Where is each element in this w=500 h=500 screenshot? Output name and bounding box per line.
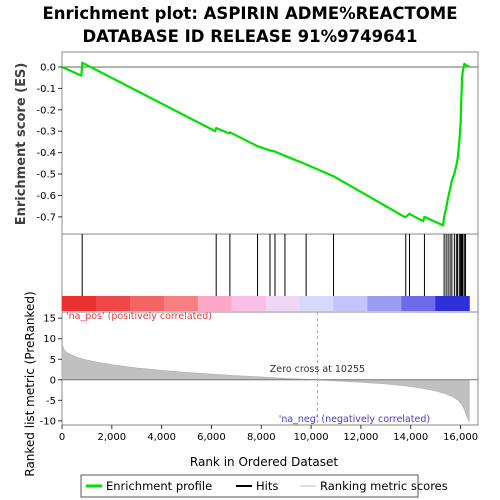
ranking-color-segment xyxy=(164,296,198,311)
ranking-color-segment xyxy=(300,296,334,311)
es-y-tick-label: -0.4 xyxy=(36,148,56,159)
es-y-tick-label: -0.7 xyxy=(36,212,56,223)
legend-label: Ranking metric scores xyxy=(320,479,448,493)
x-tick-label: 8,000 xyxy=(247,432,276,443)
es-panel: 0.0 -0.1 -0.2 -0.3 -0.4 -0.5 -0.6 -0.7 xyxy=(36,52,478,234)
es-y-tick-label: -0.6 xyxy=(36,191,56,202)
legend: Enrichment profile Hits Ranking metric sco… xyxy=(81,475,448,497)
x-axis-label: Rank in Ordered Dataset xyxy=(190,455,338,469)
ranking-color-segment xyxy=(334,296,368,311)
chart-title-line-2: DATABASE ID RELEASE 91%9749641 xyxy=(82,27,417,46)
metric-y-tick-label: 0 xyxy=(50,375,56,386)
chart-title-line-1: Enrichment plot: ASPIRIN ADME%REACTOME xyxy=(43,4,458,23)
ranking-color-segment xyxy=(130,296,164,311)
ranking-color-segment xyxy=(232,296,266,311)
metric-y-tick-label: 5 xyxy=(50,355,56,366)
es-y-tick-label: -0.5 xyxy=(36,170,56,181)
ranking-color-segment xyxy=(367,296,401,311)
metric-y-tick-label: 10 xyxy=(43,334,56,345)
ranking-color-segment xyxy=(266,296,300,311)
x-tick-label: 6,000 xyxy=(197,432,226,443)
metric-y-tick-label: -10 xyxy=(40,416,56,427)
x-tick-label: 14,000 xyxy=(393,432,428,443)
ranking-color-segment xyxy=(62,296,96,311)
legend-label: Hits xyxy=(256,479,278,493)
pos-correlated-label: 'na_pos' (positively correlated) xyxy=(66,311,212,322)
ranking-color-segment xyxy=(401,296,435,311)
es-y-tick-label: 0.0 xyxy=(40,62,56,73)
es-y-tick-label: -0.3 xyxy=(36,127,56,138)
x-tick-label: 2,000 xyxy=(98,432,127,443)
zero-cross-label: Zero cross at 10255 xyxy=(270,364,365,375)
neg-correlated-label: 'na_neg' (negatively correlated) xyxy=(279,414,430,425)
hits-panel xyxy=(62,234,478,312)
metric-y-tick-label: -5 xyxy=(46,396,56,407)
x-tick-label: 16,000 xyxy=(443,432,478,443)
ranking-color-segment xyxy=(96,296,130,311)
x-tick-label: 12,000 xyxy=(343,432,378,443)
x-tick-label: 10,000 xyxy=(294,432,329,443)
es-y-tick-label: -0.2 xyxy=(36,105,56,116)
es-y-tick-label: -0.1 xyxy=(36,84,56,95)
legend-label: Enrichment profile xyxy=(106,479,212,493)
ranking-color-segment xyxy=(435,296,469,311)
x-tick-label: 0 xyxy=(59,432,65,443)
metric-panel: Zero cross at 10255 'na_pos' (positively … xyxy=(40,311,478,443)
es-plot-frame xyxy=(62,52,478,234)
metric-axis-label: Ranked list metric (PreRanked) xyxy=(23,291,37,476)
x-tick-label: 4,000 xyxy=(147,432,176,443)
metric-y-tick-label: 15 xyxy=(43,314,56,325)
ranking-color-segment xyxy=(198,296,232,311)
es-axis-label: Enrichment score (ES) xyxy=(14,63,29,226)
